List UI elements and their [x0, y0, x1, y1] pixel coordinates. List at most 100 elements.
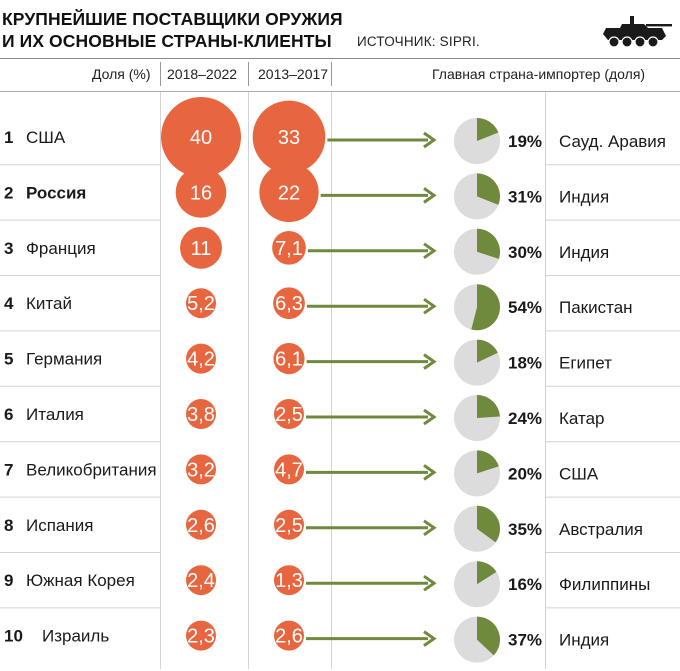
country-label: Израиль — [42, 627, 109, 646]
pie-slice — [477, 339, 498, 363]
header-divider — [160, 62, 161, 86]
bubble-2018-2022 — [186, 343, 216, 374]
rank-label: 2 — [4, 183, 13, 202]
importer-share-label: 24% — [508, 409, 542, 428]
table-row: 8 Испания 2,6 2,5 35% Австралия — [4, 505, 643, 552]
pie-slice — [477, 118, 499, 141]
importer-share-label: 16% — [508, 575, 542, 594]
pie-slice — [477, 395, 500, 418]
pie-slice — [471, 284, 500, 331]
importer-country-label: США — [559, 464, 599, 483]
value-label-2013-2017: 1,3 — [275, 570, 303, 592]
col-header-share: Доля (%) — [92, 66, 151, 82]
table-row: 2 Россия 16 22 31% Индия — [4, 162, 609, 223]
col-header-period1: 2018–2022 — [167, 66, 238, 82]
bubble-2018-2022 — [180, 226, 222, 269]
value-label-2018-2022: 4,2 — [187, 349, 215, 371]
bubble-2013-2017 — [274, 620, 304, 651]
importer-country-label: Индия — [559, 243, 609, 262]
col-header-period2: 2013–2017 — [258, 66, 329, 82]
importer-country-label: Египет — [559, 354, 612, 373]
bubble-2018-2022 — [186, 565, 216, 596]
pie-slice — [477, 616, 501, 656]
value-label-2013-2017: 22 — [278, 182, 300, 204]
value-label-2013-2017: 2,5 — [275, 515, 303, 537]
value-label-2018-2022: 40 — [190, 127, 212, 149]
rank-label: 6 — [4, 405, 13, 424]
value-label-2013-2017: 6,3 — [275, 293, 303, 315]
rank-label: 5 — [4, 350, 13, 369]
country-label: Италия — [26, 405, 84, 424]
importer-country-label: Индия — [559, 631, 609, 650]
value-label-2018-2022: 16 — [190, 182, 212, 204]
bubble-2013-2017 — [274, 399, 304, 429]
bubble-2018-2022 — [186, 288, 216, 319]
importer-share-label: 54% — [508, 298, 542, 317]
column-header-rule — [0, 91, 680, 92]
value-label-2018-2022: 3,8 — [187, 404, 215, 426]
rank-label: 3 — [4, 239, 13, 258]
table-row: 9 Южная Корея 2,4 1,3 16% Филиппины — [4, 561, 650, 608]
tank-icon — [603, 16, 672, 48]
bubble-2013-2017 — [272, 230, 306, 265]
pie-slice — [477, 173, 500, 205]
importer-country-label: Австралия — [559, 520, 643, 539]
value-label-2018-2022: 5,2 — [187, 293, 215, 315]
arrow-head — [423, 187, 437, 204]
country-label: Китай — [26, 294, 72, 313]
bubble-2013-2017 — [252, 100, 326, 174]
importer-country-label: Пакистан — [559, 298, 633, 317]
value-label-2013-2017: 6,1 — [275, 349, 303, 371]
country-label: Великобритания — [26, 460, 157, 479]
source-note: ИСТОЧНИК: SIPRI. — [357, 34, 480, 49]
rank-label: 8 — [4, 516, 13, 535]
pie-slice — [477, 450, 499, 474]
header-divider — [248, 62, 249, 86]
value-label-2018-2022: 2,4 — [187, 570, 215, 592]
rank-label: 1 — [4, 128, 13, 147]
column-divider — [331, 92, 332, 669]
column-divider — [545, 92, 546, 669]
bubble-2018-2022 — [186, 509, 216, 540]
value-label-2013-2017: 4,7 — [275, 459, 303, 481]
rank-label: 10 — [4, 627, 23, 646]
arrow-head — [423, 131, 437, 149]
importer-share-label: 19% — [508, 132, 542, 151]
arrow-head — [423, 353, 437, 370]
importer-share-label: 20% — [508, 464, 542, 483]
importer-share-label: 31% — [508, 187, 542, 206]
bubble-2018-2022 — [175, 167, 227, 218]
value-label-2013-2017: 2,6 — [275, 626, 303, 648]
value-label-2013-2017: 2,5 — [275, 404, 303, 426]
arrow-head — [423, 297, 437, 315]
col-header-importer: Главная страна-импортер (доля) — [432, 66, 646, 82]
table-row: 4 Китай 5,2 6,3 54% Пакистан — [4, 284, 633, 331]
arrow-head — [423, 242, 437, 260]
rank-label: 9 — [4, 571, 13, 590]
bubble-2018-2022 — [186, 454, 216, 485]
arrow-head — [423, 408, 437, 426]
table-body: 1 США 40 33 19% Сауд. Аравия 2 Россия 16 22 31% Инд… — [4, 97, 666, 663]
title-line-1: КРУПНЕЙШИЕ ПОСТАВЩИКИ ОРУЖИЯ — [2, 9, 343, 29]
bubble-2013-2017 — [273, 287, 305, 320]
table-row: 5 Германия 4,2 6,1 18% Египет — [4, 339, 612, 386]
country-label: Южная Корея — [26, 571, 135, 590]
bubble-2013-2017 — [274, 454, 304, 485]
title-line-2: И ИХ ОСНОВНЫЕ СТРАНЫ-КЛИЕНТЫ — [2, 31, 332, 51]
importer-share-label: 30% — [508, 243, 542, 262]
bubble-2013-2017 — [273, 342, 305, 375]
value-label-2018-2022: 11 — [191, 238, 212, 260]
arrow-head — [423, 519, 437, 537]
importer-country-label: Сауд. Аравия — [559, 132, 666, 151]
table-row: 10 Израиль 2,3 2,6 37% Индия — [4, 616, 609, 663]
value-label-2018-2022: 2,3 — [187, 626, 215, 648]
arrow-head — [423, 630, 437, 647]
pie-slice — [477, 228, 500, 259]
country-label: Франция — [26, 239, 96, 258]
table-row: 3 Франция 11 7,1 30% Индия — [4, 226, 609, 275]
rank-label: 4 — [4, 294, 14, 313]
bubble-2018-2022 — [186, 620, 216, 651]
importer-share-label: 37% — [508, 631, 542, 650]
importer-share-label: 18% — [508, 354, 542, 373]
